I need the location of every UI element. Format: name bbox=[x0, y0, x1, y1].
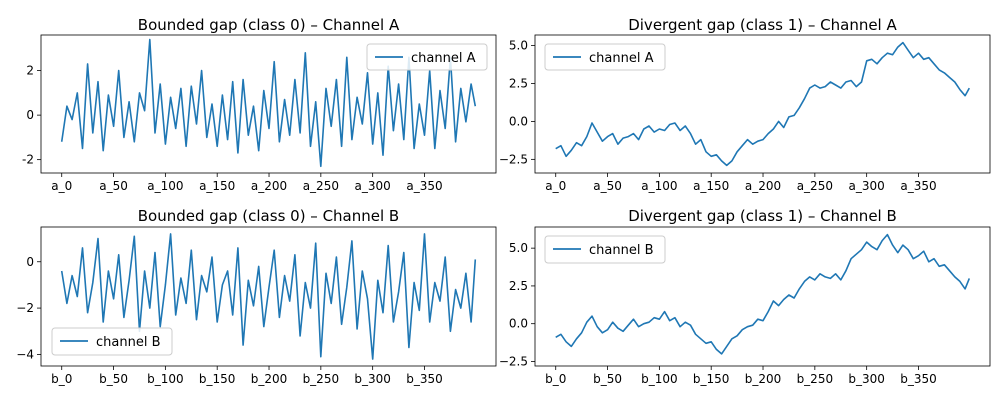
x-tick-label: a_0 bbox=[51, 179, 72, 193]
legend-label: channel B bbox=[589, 243, 654, 258]
x-tick-label: b_50 bbox=[593, 372, 622, 386]
x-tick-label: a_300 bbox=[355, 179, 391, 193]
series-line bbox=[60, 38, 477, 168]
subplot-bounded-channel-b: Bounded gap (class 0) – Channel B b_0 b_5… bbox=[16, 207, 497, 386]
legend-box bbox=[51, 327, 173, 356]
y-tick-label: 0.0 bbox=[509, 317, 528, 331]
subplot-divergent-channel-b: Divergent gap (class 1) – Channel B b_0 b… bbox=[499, 207, 991, 386]
x-tick-label: a_0 bbox=[545, 179, 566, 193]
x-tick-label: b_300 bbox=[848, 372, 885, 386]
y-tick-label: −4 bbox=[16, 347, 34, 361]
legend: channel A bbox=[544, 43, 666, 71]
x-tick-label: a_50 bbox=[593, 179, 622, 193]
axes-frame bbox=[534, 34, 991, 174]
series-line bbox=[555, 233, 971, 355]
subplot-divergent-channel-a: Divergent gap (class 1) – Channel A a_0 a… bbox=[499, 16, 991, 193]
x-tick-label: a_250 bbox=[303, 179, 339, 193]
y-tick-label: 5.0 bbox=[509, 241, 528, 255]
legend-box bbox=[544, 235, 666, 264]
y-tick-label: 2.5 bbox=[509, 77, 528, 91]
x-tick-label: a_100 bbox=[147, 179, 183, 193]
subplot-bounded-channel-a: Bounded gap (class 0) – Channel A a_0 a_5… bbox=[22, 16, 497, 193]
legend-label: channel B bbox=[96, 335, 161, 350]
x-tick-label: a_150 bbox=[199, 179, 235, 193]
x-tick-label: b_250 bbox=[797, 372, 834, 386]
series-line bbox=[60, 233, 477, 360]
legend: channel B bbox=[544, 235, 666, 264]
y-tick-label: 5.0 bbox=[509, 39, 528, 53]
legend: channel A bbox=[366, 43, 488, 71]
x-tick-label: a_200 bbox=[745, 179, 781, 193]
subplot-title: Bounded gap (class 0) – Channel B bbox=[138, 207, 399, 225]
x-tick-label: b_200 bbox=[745, 372, 782, 386]
axes-frame bbox=[534, 226, 991, 367]
legend-label: channel A bbox=[589, 51, 654, 66]
x-tick-label: a_100 bbox=[641, 179, 677, 193]
x-tick-label: b_300 bbox=[354, 372, 391, 386]
x-tick-label: a_200 bbox=[251, 179, 287, 193]
x-tick-label: b_0 bbox=[51, 372, 72, 386]
legend-label: channel A bbox=[411, 51, 476, 66]
y-tick-label: 2.5 bbox=[509, 279, 528, 293]
x-tick-label: a_350 bbox=[900, 179, 936, 193]
y-tick-label: -2 bbox=[22, 153, 34, 167]
y-tick-label: 0.0 bbox=[509, 114, 528, 128]
axes-frame bbox=[40, 34, 497, 174]
subplot-title: Divergent gap (class 1) – Channel A bbox=[628, 16, 897, 34]
subplot-title: Divergent gap (class 1) – Channel B bbox=[628, 207, 897, 225]
x-tick-label: b_50 bbox=[99, 372, 128, 386]
x-tick-label: b_150 bbox=[199, 372, 236, 386]
x-tick-label: a_50 bbox=[99, 179, 128, 193]
y-tick-label: −2.5 bbox=[499, 354, 528, 368]
y-tick-label: 0 bbox=[26, 255, 34, 269]
x-tick-label: b_100 bbox=[147, 372, 184, 386]
legend: channel B bbox=[51, 327, 173, 356]
x-tick-label: a_300 bbox=[849, 179, 885, 193]
series-line bbox=[555, 41, 971, 167]
legend-box bbox=[366, 43, 488, 71]
subplot-title: Bounded gap (class 0) – Channel A bbox=[138, 16, 400, 34]
axes-frame bbox=[40, 226, 497, 367]
y-tick-label: 0 bbox=[26, 108, 34, 122]
x-tick-label: a_250 bbox=[797, 179, 833, 193]
y-tick-label: −2 bbox=[16, 301, 34, 315]
x-tick-label: b_100 bbox=[641, 372, 678, 386]
x-tick-label: b_200 bbox=[251, 372, 288, 386]
legend-box bbox=[544, 43, 666, 71]
x-tick-label: b_350 bbox=[900, 372, 937, 386]
y-tick-label: −2.5 bbox=[499, 152, 528, 166]
x-tick-label: b_250 bbox=[303, 372, 340, 386]
y-tick-label: 2 bbox=[26, 64, 34, 78]
x-tick-label: a_350 bbox=[406, 179, 442, 193]
x-tick-label: b_350 bbox=[406, 372, 443, 386]
x-tick-label: b_150 bbox=[693, 372, 730, 386]
x-tick-label: b_0 bbox=[545, 372, 566, 386]
x-tick-label: a_150 bbox=[693, 179, 729, 193]
